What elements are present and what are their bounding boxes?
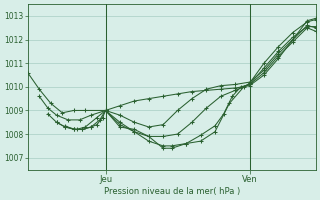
X-axis label: Pression niveau de la mer( hPa ): Pression niveau de la mer( hPa ) (104, 187, 240, 196)
